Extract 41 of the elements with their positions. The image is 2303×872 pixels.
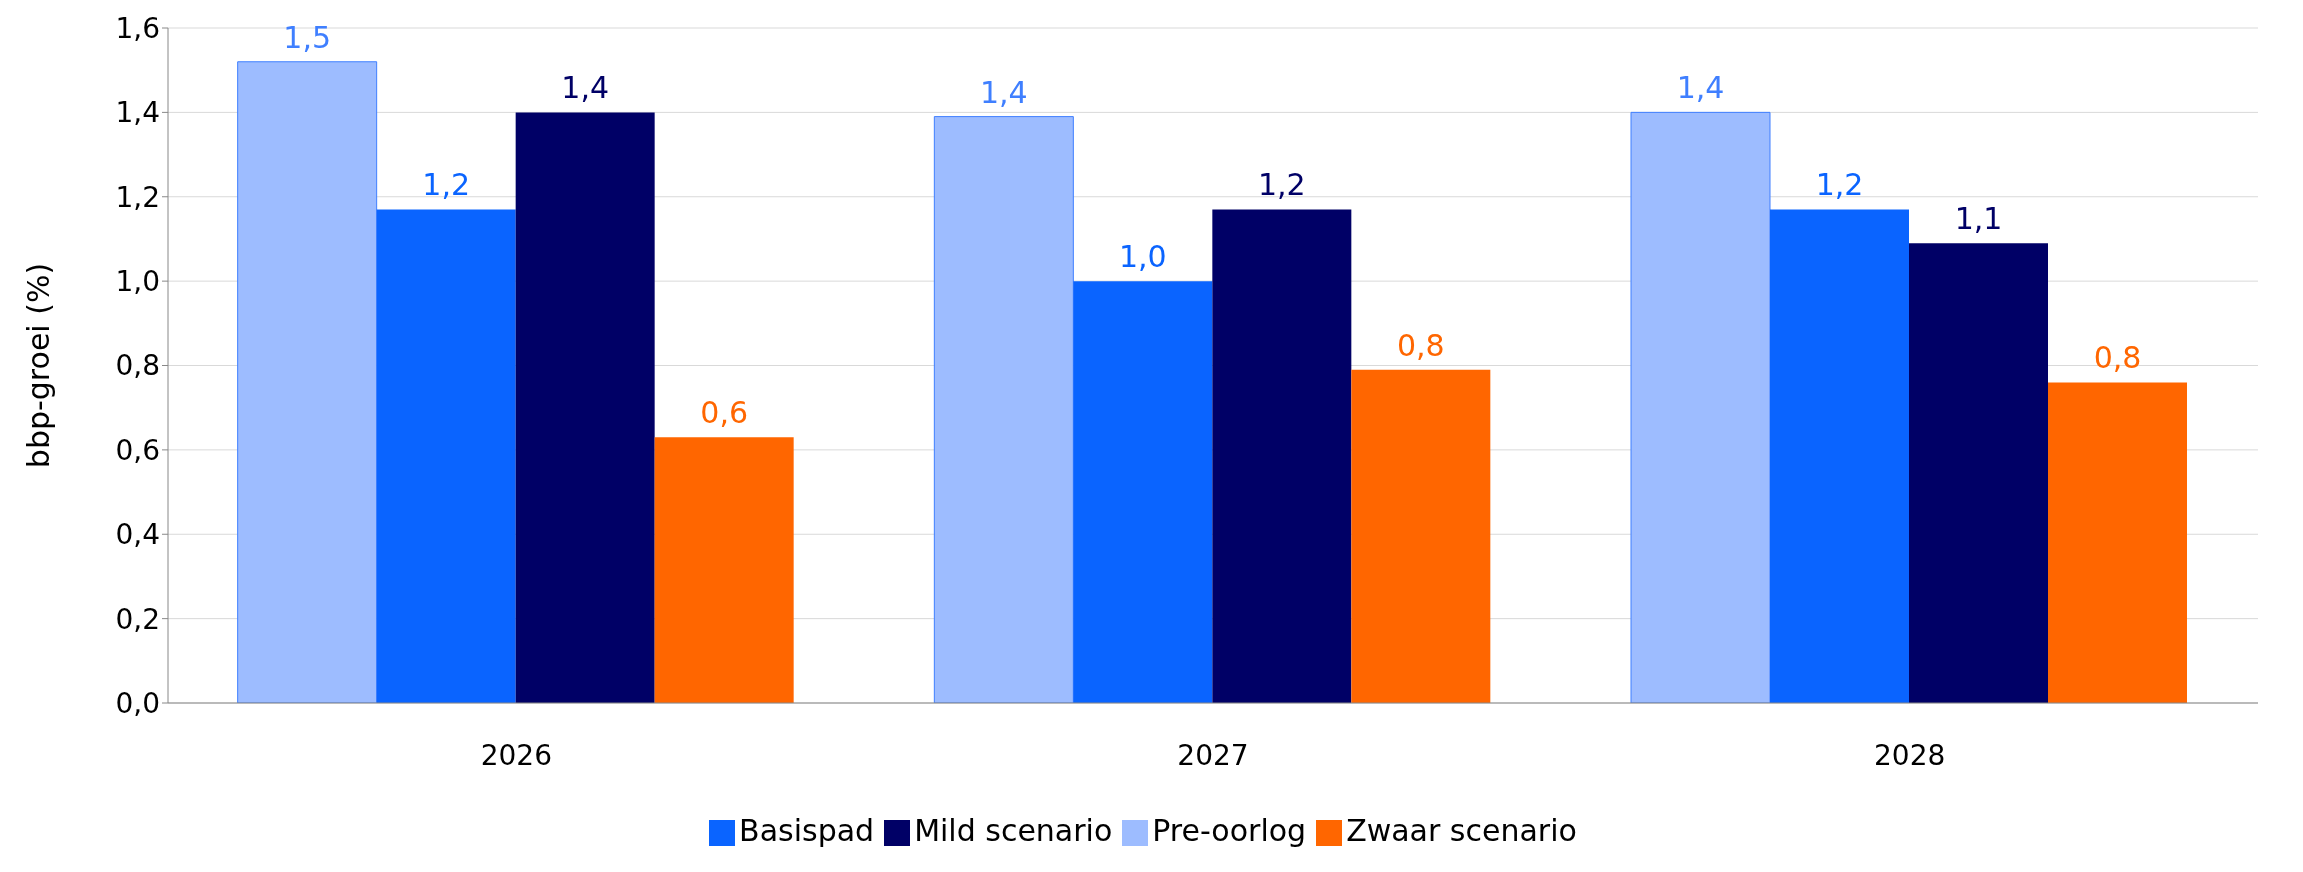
legend-label: Zwaar scenario <box>1346 813 1577 848</box>
bar <box>1351 369 1491 703</box>
bar <box>1073 281 1213 703</box>
data-label: 1,4 <box>1676 70 1725 106</box>
data-label: 1,2 <box>1257 167 1306 203</box>
x-tick-label: 2026 <box>480 738 552 772</box>
data-label: 1,2 <box>1815 167 1864 203</box>
y-tick-label: 1,6 <box>115 11 160 45</box>
y-tick-label: 0,4 <box>115 518 160 552</box>
y-tick-label: 0,2 <box>115 602 160 636</box>
bar <box>933 116 1074 703</box>
bar <box>1630 111 1771 703</box>
data-label: 1,5 <box>283 19 332 55</box>
y-tick-label: 0,8 <box>115 349 160 383</box>
bar <box>654 437 794 703</box>
y-tick-label: 1,2 <box>115 180 160 214</box>
y-tick-label: 1,0 <box>115 265 160 299</box>
bar <box>376 209 516 703</box>
y-tick-label: 0,0 <box>115 686 160 720</box>
data-label: 0,8 <box>1396 327 1445 363</box>
bar <box>2048 382 2187 703</box>
bar <box>1909 243 2048 703</box>
y-tick-label: 0,6 <box>115 433 160 467</box>
x-tick-label: 2028 <box>1874 738 1946 772</box>
bar <box>515 112 655 703</box>
data-label: 1,1 <box>1954 201 2003 237</box>
legend-label: Basispad <box>739 813 875 848</box>
bar <box>1770 209 1909 703</box>
y-tick-label: 1,4 <box>115 96 160 130</box>
bar <box>237 61 378 703</box>
legend-label: Pre-oorlog <box>1152 813 1307 848</box>
data-label: 1,2 <box>422 167 471 203</box>
x-tick-label: 2027 <box>1177 738 1249 772</box>
legend-label: Mild scenario <box>914 813 1113 848</box>
data-label: 0,8 <box>2093 340 2142 376</box>
data-label: 1,4 <box>979 74 1028 110</box>
bar <box>1212 209 1352 703</box>
data-label: 0,6 <box>700 395 749 431</box>
data-label: 1,4 <box>561 70 610 106</box>
y-axis-title: bbp-groei (%) <box>20 262 56 469</box>
data-label: 1,0 <box>1118 239 1167 275</box>
